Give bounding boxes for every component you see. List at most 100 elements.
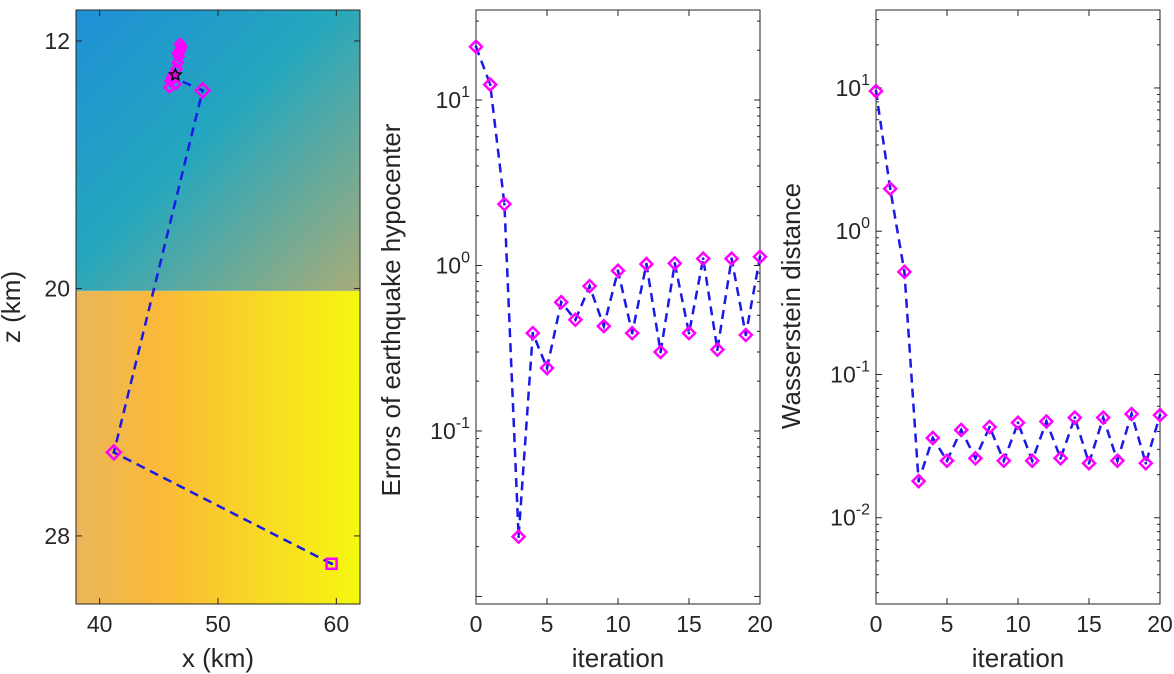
location-xlabel: x (km) — [182, 643, 254, 673]
wasserstein-point-dot — [1059, 456, 1062, 460]
wasserstein-point-marker — [910, 473, 927, 489]
upper-layer — [76, 10, 360, 291]
error-point-dot — [744, 333, 748, 337]
wasserstein-point-dot — [931, 436, 935, 440]
wasserstein-point-marker — [1024, 452, 1040, 469]
wasserstein-point-marker — [939, 452, 955, 469]
error-point-dot — [716, 348, 719, 352]
error-point-marker — [723, 250, 740, 267]
wasserstein-point-dot — [888, 187, 892, 191]
start-marker-dot — [330, 562, 334, 566]
error-point-dot — [730, 257, 733, 261]
wasserstein-point-dot — [974, 456, 977, 460]
wasserstein-point-dot — [945, 459, 949, 463]
wasserstein-point-dot — [1158, 413, 1162, 417]
location-ticks: 40 50 60 12 20 28 — [44, 10, 360, 637]
error-point-marker — [752, 248, 768, 265]
wasserstein-point-dot — [1030, 459, 1034, 463]
wasserstein-point-marker — [1038, 413, 1055, 430]
error-xtick-label: 10 — [605, 611, 631, 637]
wasserstein-point-marker — [1010, 415, 1026, 431]
wasserstein-point-dot — [1073, 416, 1077, 420]
panel-wasserstein: 0 5 10 15 20 10-2 10-1 100 101 iteration Wassers… — [776, 9, 1173, 673]
error-point-marker — [581, 278, 598, 294]
error-point-dot — [630, 331, 634, 335]
wasserstein-point-dot — [988, 425, 991, 429]
wasserstein-point-marker — [1138, 455, 1154, 472]
location-ytick-label: 28 — [44, 523, 70, 549]
error-point-marker — [553, 294, 569, 310]
panel-hypocenter-error: 0 5 10 15 20 10-1 100 101 iteration Errors of e… — [376, 9, 773, 673]
wasserstein-ytick-label: 101 — [836, 72, 871, 101]
error-point-marker — [496, 196, 513, 212]
error-ticks: 0 5 10 15 20 10-1 100 101 — [430, 10, 773, 637]
location-xtick-label: 40 — [87, 611, 113, 637]
wasserstein-point-marker — [1109, 452, 1126, 469]
error-point-dot — [687, 331, 691, 335]
error-point-dot — [545, 366, 549, 370]
error-line — [474, 46, 762, 537]
wasserstein-data — [868, 83, 1168, 489]
error-point-dot — [602, 324, 606, 328]
cluster-point-marker — [170, 46, 185, 61]
wasserstein-ytick-label: 10-2 — [830, 502, 870, 531]
wasserstein-xtick-label: 10 — [1005, 611, 1031, 637]
error-point-marker — [596, 318, 612, 334]
error-data — [468, 38, 768, 545]
wasserstein-point-marker — [1052, 450, 1069, 467]
error-point-dot — [531, 331, 535, 335]
error-xtick-label: 20 — [747, 611, 773, 637]
path-point-marker — [193, 81, 212, 100]
location-data — [105, 37, 338, 571]
wasserstein-point-marker — [967, 450, 984, 467]
cluster-point-marker — [170, 55, 185, 70]
error-point-marker — [539, 360, 555, 376]
error-point-marker — [510, 528, 527, 545]
wasserstein-point-marker — [1095, 409, 1111, 426]
wasserstein-point-marker — [981, 419, 998, 435]
panel-location: 40 50 60 12 20 28 x (km) z (km) — [0, 9, 361, 673]
wasserstein-point-marker — [953, 422, 969, 438]
location-xtick-label: 60 — [324, 611, 350, 637]
error-point-marker — [638, 256, 655, 272]
error-xlabel: iteration — [572, 643, 665, 673]
lower-layer — [76, 291, 360, 604]
wasserstein-point-marker — [1123, 406, 1140, 422]
error-point-dot — [659, 350, 662, 354]
error-point-dot — [645, 262, 648, 266]
error-point-dot — [588, 284, 591, 288]
error-point-marker — [738, 327, 754, 343]
wasserstein-ylabel: Wasserstein distance — [776, 183, 806, 429]
wasserstein-point-marker — [1081, 455, 1097, 472]
error-point-marker — [667, 255, 683, 272]
wasserstein-point-marker — [896, 264, 913, 280]
wasserstein-point-marker — [1152, 407, 1168, 423]
wasserstein-xlabel: iteration — [972, 643, 1065, 673]
wasserstein-point-marker — [996, 452, 1012, 469]
location-ylabel: z (km) — [0, 271, 26, 343]
wasserstein-point-marker — [925, 430, 941, 446]
error-ytick-label: 101 — [436, 84, 471, 113]
wasserstein-xtick-label: 0 — [870, 611, 883, 637]
location-ytick-label: 12 — [44, 28, 70, 54]
wasserstein-point-marker — [868, 83, 884, 99]
error-point-marker — [525, 325, 541, 341]
wasserstein-point-dot — [1116, 459, 1119, 463]
wasserstein-point-dot — [1087, 461, 1091, 465]
error-point-marker — [681, 325, 697, 341]
wasserstein-point-dot — [1130, 412, 1133, 416]
wasserstein-point-dot — [917, 479, 920, 483]
error-point-dot — [673, 261, 677, 265]
wasserstein-point-marker — [1067, 409, 1083, 426]
error-ytick-label: 100 — [436, 249, 471, 278]
wasserstein-ytick-label: 100 — [836, 215, 871, 244]
error-point-dot — [758, 255, 762, 259]
wasserstein-axes-frame — [875, 9, 1161, 605]
error-point-dot — [503, 202, 506, 206]
location-xtick-label: 50 — [205, 611, 231, 637]
wasserstein-point-marker — [882, 180, 898, 197]
error-point-dot — [574, 318, 577, 322]
error-point-dot — [488, 83, 492, 86]
wasserstein-ticks: 0 5 10 15 20 10-2 10-1 100 101 — [830, 10, 1173, 637]
